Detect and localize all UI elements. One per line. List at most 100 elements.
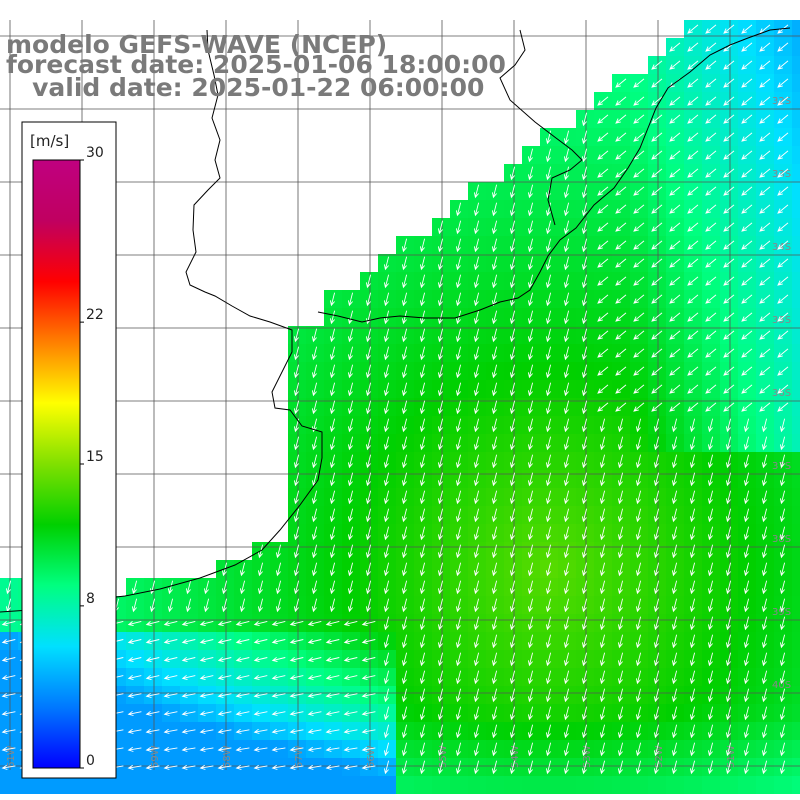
wind-arrow [455, 418, 462, 433]
wind-arrow [671, 688, 678, 703]
wind-arrow [669, 330, 681, 340]
wind-arrow [723, 366, 735, 376]
longitude-label: 58W [222, 745, 233, 768]
wind-arrow [653, 418, 660, 433]
wind-arrow [707, 562, 714, 577]
wind-arrow [455, 688, 462, 703]
wind-speed-cell [630, 776, 648, 794]
wind-arrow [687, 78, 699, 88]
wind-arrow [759, 294, 771, 304]
wind-arrow [1, 656, 16, 663]
wind-arrow [401, 508, 408, 523]
wind-arrow [545, 256, 552, 271]
wind-arrow [473, 526, 480, 541]
wind-arrow [597, 258, 609, 268]
wind-arrow [545, 274, 552, 289]
wind-arrow [705, 204, 717, 214]
wind-arrow [705, 402, 717, 412]
wind-arrow [509, 508, 516, 523]
wind-arrow [455, 454, 462, 469]
wind-arrow [779, 580, 786, 595]
wind-arrow [563, 292, 570, 307]
wind-speed-cell [792, 668, 800, 686]
wind-arrow [509, 238, 516, 253]
wind-arrow [669, 204, 681, 214]
wind-arrow [365, 382, 372, 397]
wind-arrow [401, 706, 408, 721]
wind-arrow [347, 526, 354, 541]
wind-arrow [437, 544, 444, 559]
wind-arrow [633, 294, 645, 304]
wind-arrow [257, 598, 264, 613]
wind-arrow [419, 634, 426, 649]
wind-arrow [437, 688, 444, 703]
longitude-label: 61W [6, 745, 17, 768]
coastline [0, 27, 791, 613]
wind-arrow [651, 78, 663, 88]
wind-arrow [383, 634, 390, 649]
wind-arrow [329, 544, 336, 559]
wind-arrow [779, 508, 786, 523]
wind-arrow [743, 742, 750, 757]
wind-arrow [635, 742, 642, 757]
wind-arrow [217, 764, 232, 770]
wind-arrow [581, 706, 588, 721]
wind-arrow [705, 276, 717, 286]
wind-arrow [527, 382, 534, 397]
wind-arrow [383, 364, 390, 379]
wind-arrow [419, 490, 426, 505]
wind-arrow [401, 742, 408, 757]
wind-arrow [527, 454, 534, 469]
wind-arrow [581, 130, 588, 145]
wind-arrow [437, 220, 444, 235]
wind-arrow [437, 562, 444, 577]
wind-arrow [599, 634, 606, 649]
wind-arrow [705, 348, 717, 358]
wind-arrow [761, 670, 768, 685]
wind-arrow [635, 562, 642, 577]
wind-arrow [383, 670, 390, 685]
wind-arrow [455, 400, 462, 415]
wind-arrow [545, 526, 552, 541]
wind-arrow [545, 670, 552, 685]
wind-arrow [741, 348, 753, 358]
wind-arrow [361, 728, 376, 734]
colorbar [32, 159, 81, 769]
wind-arrow [473, 400, 480, 415]
wind-arrow [759, 114, 771, 124]
wind-arrow [343, 620, 358, 627]
wind-arrow [635, 670, 642, 685]
wind-arrow [545, 724, 552, 739]
wind-arrow [527, 346, 534, 361]
wind-arrow [777, 240, 789, 250]
wind-arrow [669, 186, 681, 196]
wind-arrow [761, 688, 768, 703]
wind-arrow [271, 692, 286, 698]
wind-arrow [365, 436, 372, 451]
wind-arrow [615, 222, 627, 232]
wind-arrow [509, 652, 516, 667]
wind-arrow [689, 670, 696, 685]
wind-arrow [545, 292, 552, 307]
wind-arrow [761, 652, 768, 667]
wind-arrow [473, 202, 480, 217]
wind-arrow [671, 418, 678, 433]
colorbar-tick-label: 22 [86, 307, 104, 324]
uruguay-border [499, 29, 583, 226]
wind-arrow [311, 364, 318, 379]
wind-arrow [343, 710, 358, 716]
wind-arrow [181, 639, 196, 645]
wind-arrow [473, 616, 480, 631]
wind-arrow [615, 186, 627, 196]
wind-arrow [127, 764, 142, 770]
wind-arrow [651, 348, 663, 358]
wind-arrow [777, 204, 789, 214]
wind-arrow [329, 382, 336, 397]
wind-arrow [743, 706, 750, 721]
wind-speed-cell [792, 758, 800, 776]
wind-arrow [325, 620, 340, 627]
wind-arrow [669, 96, 681, 106]
wind-arrow [779, 562, 786, 577]
wind-arrow [527, 688, 534, 703]
wind-arrow [419, 292, 426, 307]
